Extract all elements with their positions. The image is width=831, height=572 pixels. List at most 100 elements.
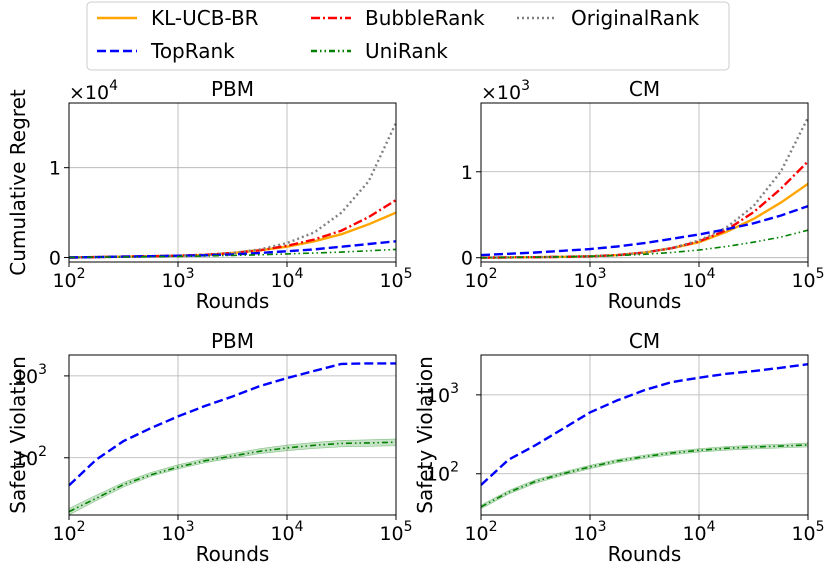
data-point: [205, 255, 206, 256]
data-point: [341, 212, 342, 213]
data-point: [150, 428, 151, 429]
data-point: [671, 238, 672, 239]
y-tick-label: 102: [426, 460, 459, 486]
data-point: [562, 428, 563, 429]
legend-label: BubbleRank: [365, 6, 485, 30]
y-scale-multiplier: ×103: [481, 78, 530, 104]
data-point: [780, 171, 781, 172]
x-tick-label: 104: [682, 266, 715, 292]
legend-item-originalrank: OriginalRank: [517, 6, 700, 30]
confidence-band-unirank: [481, 442, 808, 510]
data-point: [286, 447, 287, 448]
data-point: [286, 243, 287, 244]
data-point: [780, 367, 781, 368]
grid: [481, 355, 808, 515]
chart-title: CM: [629, 329, 660, 353]
x-tick-label: 104: [270, 266, 303, 292]
chart-title: PBM: [211, 77, 254, 101]
plot-frame: [68, 354, 397, 516]
x-axis-label: Rounds: [608, 542, 682, 566]
data-point: [96, 257, 97, 258]
data-point: [341, 443, 342, 444]
data-point: [259, 249, 260, 250]
data-point: [314, 370, 315, 371]
data-point: [698, 377, 699, 378]
data-point: [508, 492, 509, 493]
x-tick-label: 105: [379, 519, 412, 545]
data-point: [314, 249, 315, 250]
x-tick-label: 105: [379, 266, 412, 292]
data-point: [368, 363, 369, 364]
data-point: [617, 255, 618, 256]
data-point: [562, 250, 563, 251]
y-tick-label: 103: [14, 362, 47, 388]
data-point: [314, 241, 315, 242]
x-tick-label: 103: [573, 519, 606, 545]
chart-panel-3: 102 103 104 105 102 103 PBM Rounds Safety Violat…: [6, 329, 413, 566]
data-point: [644, 456, 645, 457]
y-tick-label: 0: [461, 248, 473, 270]
series-line-kl-ucb-br: [69, 211, 396, 259]
series-group: [481, 363, 808, 510]
series-line-unirank: [69, 248, 396, 259]
x-tick-label: 102: [464, 519, 497, 545]
data-point: [617, 400, 618, 401]
series-group: [69, 122, 396, 259]
x-tick-label: 104: [270, 519, 303, 545]
data-point: [726, 231, 727, 232]
series-line-unirank: [481, 444, 808, 508]
data-point: [535, 252, 536, 253]
x-tick-label: 104: [682, 519, 715, 545]
data-point: [259, 252, 260, 253]
data-point: [286, 245, 287, 246]
y-tick-label: 103: [426, 381, 459, 407]
grid: [481, 103, 808, 262]
data-point: [368, 243, 369, 244]
data-point: [726, 373, 727, 374]
grid: [69, 103, 396, 262]
data-point: [508, 257, 509, 258]
data-point: [753, 223, 754, 224]
chart-panel-1: 102 103 104 105 0 1 ×104 PBM Rounds Cumulative Re…: [6, 77, 413, 313]
data-point: [780, 202, 781, 203]
chart-title: PBM: [211, 329, 254, 353]
series-line-unirank: [481, 229, 808, 259]
confidence-band-unirank: [69, 438, 396, 515]
chart-title: CM: [629, 77, 660, 101]
data-point: [589, 466, 590, 467]
data-point: [589, 256, 590, 257]
data-point: [753, 446, 754, 447]
data-point: [617, 246, 618, 247]
data-point: [726, 246, 727, 247]
series-line-toprank: [481, 363, 808, 486]
data-point: [726, 229, 727, 230]
data-point: [671, 248, 672, 249]
legend-label: TopRank: [150, 39, 235, 63]
data-point: [368, 181, 369, 182]
legend-label: UniRank: [365, 39, 448, 63]
legend-frame: [86, 1, 730, 71]
y-axis-label: Safety Violation: [6, 356, 30, 514]
data-point: [368, 224, 369, 225]
data-point: [753, 371, 754, 372]
data-point: [753, 206, 754, 207]
data-point: [644, 389, 645, 390]
data-point: [644, 254, 645, 255]
data-point: [96, 498, 97, 499]
data-point: [589, 412, 590, 413]
data-point: [671, 382, 672, 383]
chart-panel-2: 102 103 104 105 0 1 ×103 CM Rounds: [461, 77, 825, 313]
data-point: [232, 455, 233, 456]
data-point: [535, 445, 536, 446]
x-axis-label: Rounds: [608, 289, 682, 313]
x-tick-label: 103: [161, 519, 194, 545]
legend-item-unirank: UniRank: [311, 39, 448, 63]
data-point: [123, 484, 124, 485]
x-axis-label: Rounds: [196, 542, 270, 566]
data-point: [177, 466, 178, 467]
data-point: [259, 451, 260, 452]
data-point: [96, 459, 97, 460]
data-point: [177, 256, 178, 257]
data-point: [698, 450, 699, 451]
data-point: [368, 442, 369, 443]
